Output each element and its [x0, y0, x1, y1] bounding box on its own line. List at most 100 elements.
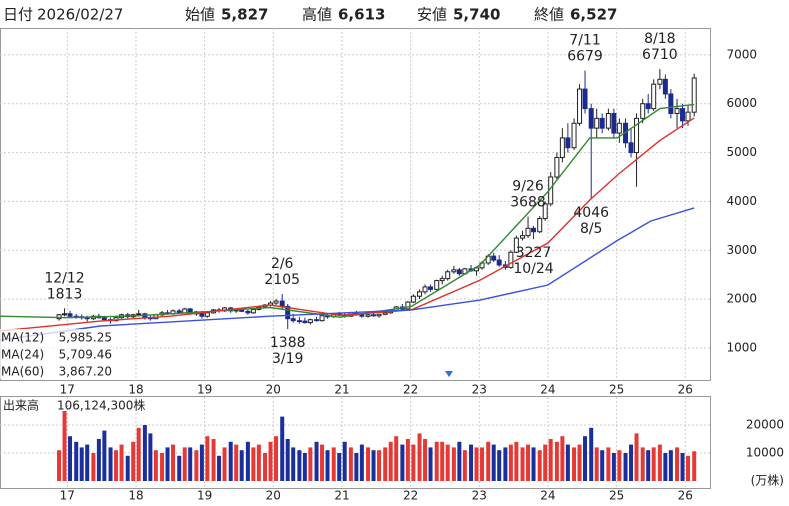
annotation-date: 2/6 [271, 256, 294, 272]
x-tick-label: 21 [334, 489, 349, 503]
volume-bar [274, 436, 279, 481]
candle-body [577, 88, 583, 124]
volume-bar [331, 447, 336, 481]
y-tick-label: 5000 [726, 145, 757, 159]
volume-bar [548, 439, 553, 481]
volume-bar [474, 447, 479, 481]
candle-body [422, 286, 428, 293]
candle-body [204, 312, 210, 317]
volume-bar [280, 416, 285, 481]
volume-bar [348, 447, 353, 481]
candle-body [445, 271, 451, 280]
y-tick-label: 6000 [726, 96, 757, 110]
volume-bar [486, 441, 491, 481]
volume-bar [526, 444, 531, 481]
candle-body [542, 203, 548, 220]
annotation-value: 6679 [567, 49, 603, 65]
legend-value: 5,985.25 [59, 331, 112, 345]
x-tick-label: 17 [60, 383, 75, 397]
candle-body [439, 278, 445, 282]
legend-value: 3,867.20 [59, 365, 112, 379]
volume-bar [394, 436, 399, 481]
candle-body [371, 314, 377, 317]
candle-body [588, 108, 594, 129]
volume-bar [194, 450, 199, 481]
volume-bar [411, 444, 416, 481]
ma-line [0, 103, 695, 319]
candle-body [616, 122, 622, 134]
annotation-date: 10/24 [513, 261, 553, 277]
x-tick-label: 25 [609, 383, 624, 397]
volume-bar [560, 436, 565, 481]
volume-bar [646, 450, 651, 481]
candle-body [417, 291, 423, 297]
volume-bar [211, 439, 216, 481]
volume-bar [680, 453, 685, 481]
x-tick-label: 23 [472, 383, 487, 397]
price-panel [0, 28, 711, 381]
candle-body [56, 314, 62, 320]
volume-bar [675, 447, 680, 481]
volume-bar [148, 433, 153, 481]
y-tick-label: 2000 [726, 292, 757, 306]
volume-bar [383, 447, 388, 481]
candle-body [279, 300, 285, 307]
volume-bar [623, 453, 628, 481]
volume-bar [663, 453, 668, 481]
candle-body [285, 305, 291, 320]
volume-bar [594, 447, 599, 481]
candle-body [376, 313, 382, 317]
x-tick-label: 21 [334, 383, 349, 397]
volume-title: 出来高 [3, 398, 39, 413]
volume-bar [85, 444, 90, 481]
candle-body [662, 78, 668, 95]
volume-bar [142, 425, 147, 481]
candle-body [428, 286, 434, 290]
candle-body [691, 77, 697, 113]
volume-bar [629, 444, 634, 481]
volume-bar [171, 444, 176, 481]
header-value: 5,740 [453, 6, 500, 24]
volume-bar [554, 441, 559, 481]
x-tick-label: 20 [266, 383, 281, 397]
legend-name: MA(12) [1, 331, 44, 345]
volume-bar [686, 455, 691, 481]
volume-bar [600, 450, 605, 481]
volume-bar [308, 447, 313, 481]
volume-bar [434, 441, 439, 481]
annotation-value: 1388 [270, 335, 306, 351]
volume-bar [199, 444, 204, 481]
candle-body [273, 300, 279, 304]
candle-body [537, 218, 543, 233]
header-name: 始値 [185, 6, 215, 24]
volume-bar [239, 450, 244, 481]
candle-body [491, 255, 497, 261]
volume-bar [457, 441, 462, 481]
volume-bar [302, 453, 307, 481]
x-tick-label: 18 [128, 489, 143, 503]
candle-body [405, 301, 411, 310]
volume-bar [417, 433, 422, 481]
candle-body [365, 314, 371, 317]
volume-bar [497, 450, 502, 481]
annotation-value: 3227 [516, 245, 552, 261]
volume-bar [68, 436, 73, 481]
y-tick-label: 4000 [726, 194, 757, 208]
volume-bar [234, 444, 239, 481]
x-tick-label: 23 [472, 489, 487, 503]
candle-body [594, 117, 600, 129]
candle-body [314, 319, 320, 322]
volume-bar [182, 447, 187, 481]
candle-body [674, 108, 680, 114]
candle-body [456, 269, 462, 275]
annotation-value: 6710 [642, 47, 678, 63]
volume-bar [314, 441, 319, 481]
volume-bar [377, 450, 382, 481]
volume-bar [217, 455, 222, 481]
candle-body [101, 317, 107, 321]
candle-body [628, 142, 634, 154]
candle-body [680, 108, 686, 122]
volume-bar [136, 427, 141, 481]
x-tick-label: 24 [540, 383, 555, 397]
